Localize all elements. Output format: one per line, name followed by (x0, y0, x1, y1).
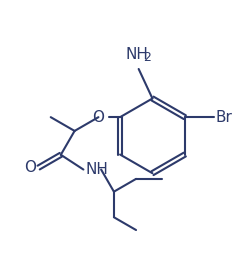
Text: O: O (92, 110, 104, 125)
Text: 2: 2 (144, 51, 151, 64)
Text: Br: Br (215, 110, 232, 125)
Text: NH: NH (85, 162, 108, 177)
Text: O: O (24, 160, 36, 175)
Text: NH: NH (125, 47, 148, 62)
